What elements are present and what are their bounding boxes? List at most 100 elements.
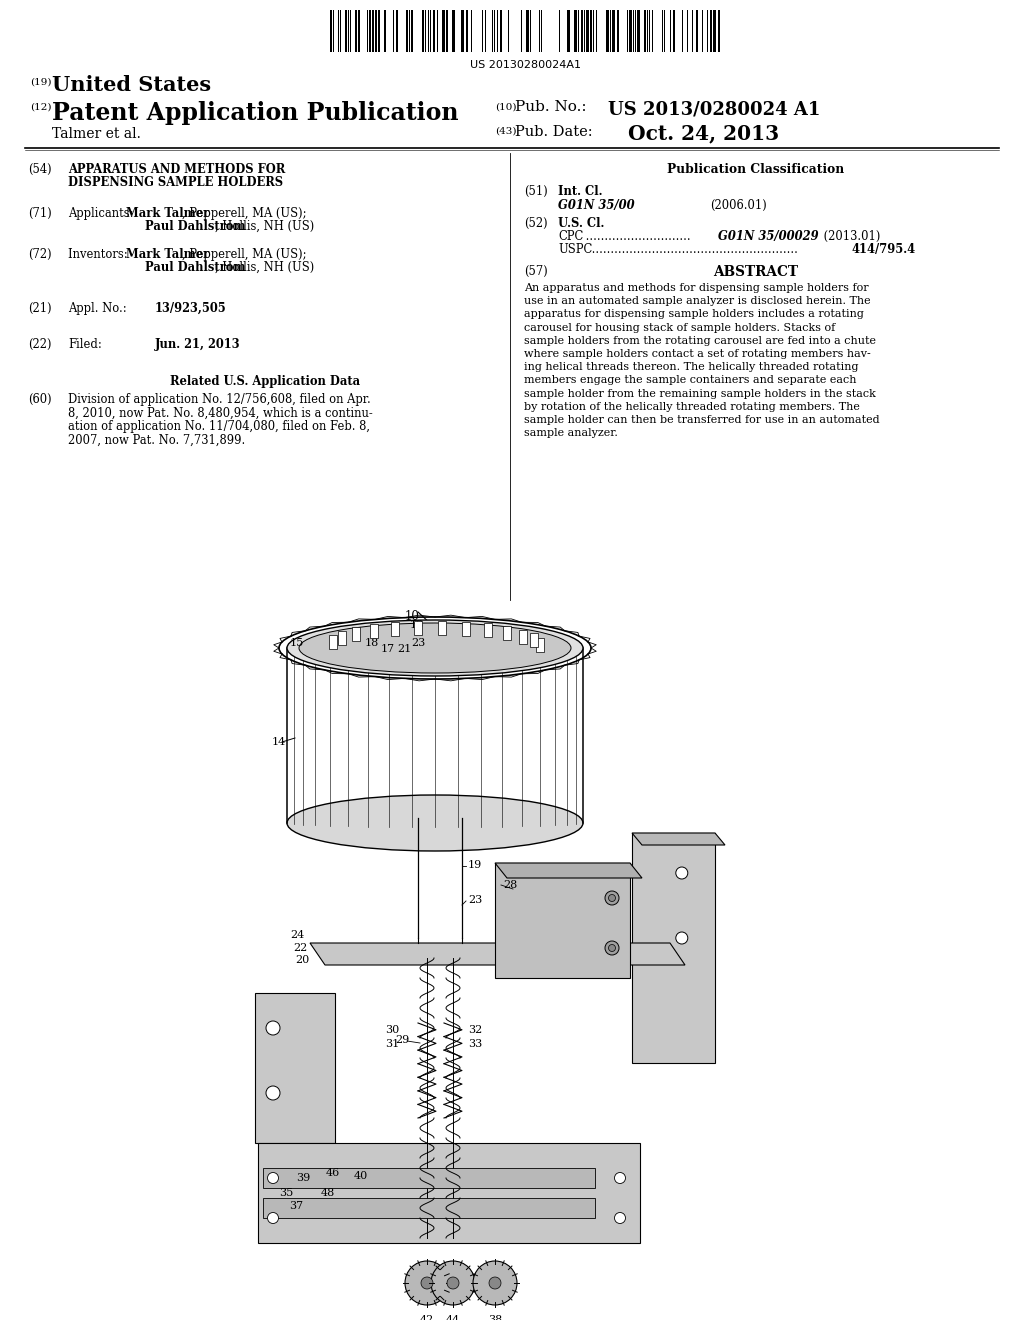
Text: ation of application No. 11/704,080, filed on Feb. 8,: ation of application No. 11/704,080, fil…	[68, 420, 370, 433]
Text: (60): (60)	[28, 393, 51, 407]
Bar	[500, 11, 502, 51]
Bar	[462, 622, 470, 636]
Circle shape	[676, 867, 688, 879]
Text: (10): (10)	[495, 103, 516, 112]
Bar	[371, 624, 378, 639]
Bar	[710, 11, 712, 51]
Bar	[396, 11, 398, 51]
Bar	[529, 634, 538, 648]
Bar	[355, 11, 357, 51]
Text: Pub. No.:: Pub. No.:	[515, 100, 587, 114]
Polygon shape	[632, 833, 725, 845]
Bar	[718, 11, 720, 51]
Bar	[696, 11, 698, 51]
Text: 13: 13	[410, 620, 424, 630]
Text: (19): (19)	[30, 78, 51, 87]
Circle shape	[605, 891, 618, 906]
Bar	[574, 11, 577, 51]
Text: United States: United States	[52, 75, 211, 95]
Text: Filed:: Filed:	[68, 338, 101, 351]
Circle shape	[608, 945, 615, 952]
Text: Paul Dahlstrom: Paul Dahlstrom	[145, 261, 246, 275]
Circle shape	[266, 1086, 280, 1100]
Bar	[586, 11, 589, 51]
Bar	[518, 630, 526, 644]
Text: 19: 19	[468, 861, 482, 870]
Bar	[606, 11, 609, 51]
Text: 33: 33	[468, 1039, 482, 1049]
Text: 2007, now Pat. No. 7,731,899.: 2007, now Pat. No. 7,731,899.	[68, 433, 246, 446]
Bar	[345, 11, 347, 51]
Bar	[590, 11, 592, 51]
Text: members engage the sample containers and separate each: members engage the sample containers and…	[524, 375, 856, 385]
Text: 32: 32	[468, 1026, 482, 1035]
Text: 38: 38	[487, 1315, 502, 1320]
Bar	[495, 863, 630, 978]
Bar	[673, 11, 675, 51]
Text: (54): (54)	[28, 162, 51, 176]
Bar	[415, 622, 422, 635]
Bar	[438, 620, 446, 635]
Text: Publication Classification: Publication Classification	[668, 162, 845, 176]
Circle shape	[431, 1261, 475, 1305]
Text: (71): (71)	[28, 207, 52, 220]
Text: (21): (21)	[28, 302, 51, 315]
Text: CPC: CPC	[558, 230, 584, 243]
Text: 37: 37	[289, 1201, 303, 1210]
Text: DISPENSING SAMPLE HOLDERS: DISPENSING SAMPLE HOLDERS	[68, 176, 283, 189]
Bar	[466, 11, 468, 51]
Circle shape	[447, 1276, 459, 1290]
Text: 48: 48	[321, 1188, 335, 1199]
Text: Talmer et al.: Talmer et al.	[52, 127, 141, 141]
Text: (2006.01): (2006.01)	[710, 199, 767, 213]
Text: 30: 30	[385, 1026, 399, 1035]
Text: Division of application No. 12/756,608, filed on Apr.: Division of application No. 12/756,608, …	[68, 393, 371, 407]
Bar	[442, 11, 445, 51]
Text: G01N 35/00: G01N 35/00	[558, 199, 635, 213]
Text: , Pepperell, MA (US);: , Pepperell, MA (US);	[182, 207, 306, 220]
Bar	[537, 638, 544, 652]
Text: Pub. Date:: Pub. Date:	[515, 125, 593, 139]
Text: ............................: ............................	[582, 230, 690, 243]
Text: An apparatus and methods for dispensing sample holders for: An apparatus and methods for dispensing …	[524, 282, 868, 293]
Ellipse shape	[287, 620, 583, 676]
Text: 22: 22	[293, 942, 307, 953]
Bar	[378, 11, 380, 51]
Bar	[338, 631, 346, 645]
Text: 40: 40	[354, 1171, 368, 1181]
Bar	[433, 11, 435, 51]
Circle shape	[267, 1172, 279, 1184]
Circle shape	[266, 1020, 280, 1035]
Bar	[391, 622, 399, 636]
Bar	[637, 11, 640, 51]
Text: 44: 44	[445, 1315, 460, 1320]
Text: (57): (57)	[524, 265, 548, 279]
Text: 20: 20	[295, 954, 309, 965]
Text: 31: 31	[385, 1039, 399, 1049]
Text: Applicants:: Applicants:	[68, 207, 133, 220]
Text: Appl. No.:: Appl. No.:	[68, 302, 130, 315]
Text: U.S. Cl.: U.S. Cl.	[558, 216, 604, 230]
Circle shape	[614, 1172, 626, 1184]
Text: sample holder can then be transferred for use in an automated: sample holder can then be transferred fo…	[524, 414, 880, 425]
Text: 35: 35	[279, 1188, 293, 1199]
Bar	[526, 11, 529, 51]
Text: by rotation of the helically threaded rotating members. The: by rotation of the helically threaded ro…	[524, 401, 860, 412]
Text: 29: 29	[395, 1035, 410, 1045]
Polygon shape	[495, 863, 642, 878]
Polygon shape	[310, 942, 685, 965]
Text: 414/795.4: 414/795.4	[852, 243, 916, 256]
Bar	[372, 11, 374, 51]
Circle shape	[267, 1213, 279, 1224]
Text: , Hollis, NH (US): , Hollis, NH (US)	[215, 220, 314, 234]
Text: Inventors:: Inventors:	[68, 248, 135, 261]
Text: (51): (51)	[524, 185, 548, 198]
Text: Mark Talmer: Mark Talmer	[126, 207, 209, 220]
Text: Oct. 24, 2013: Oct. 24, 2013	[628, 123, 779, 143]
Bar	[358, 11, 360, 51]
Circle shape	[605, 941, 618, 954]
Bar	[446, 11, 449, 51]
Bar	[632, 833, 715, 1063]
Text: 13/923,505: 13/923,505	[155, 302, 226, 315]
Text: 8, 2010, now Pat. No. 8,480,954, which is a continu-: 8, 2010, now Pat. No. 8,480,954, which i…	[68, 407, 373, 420]
